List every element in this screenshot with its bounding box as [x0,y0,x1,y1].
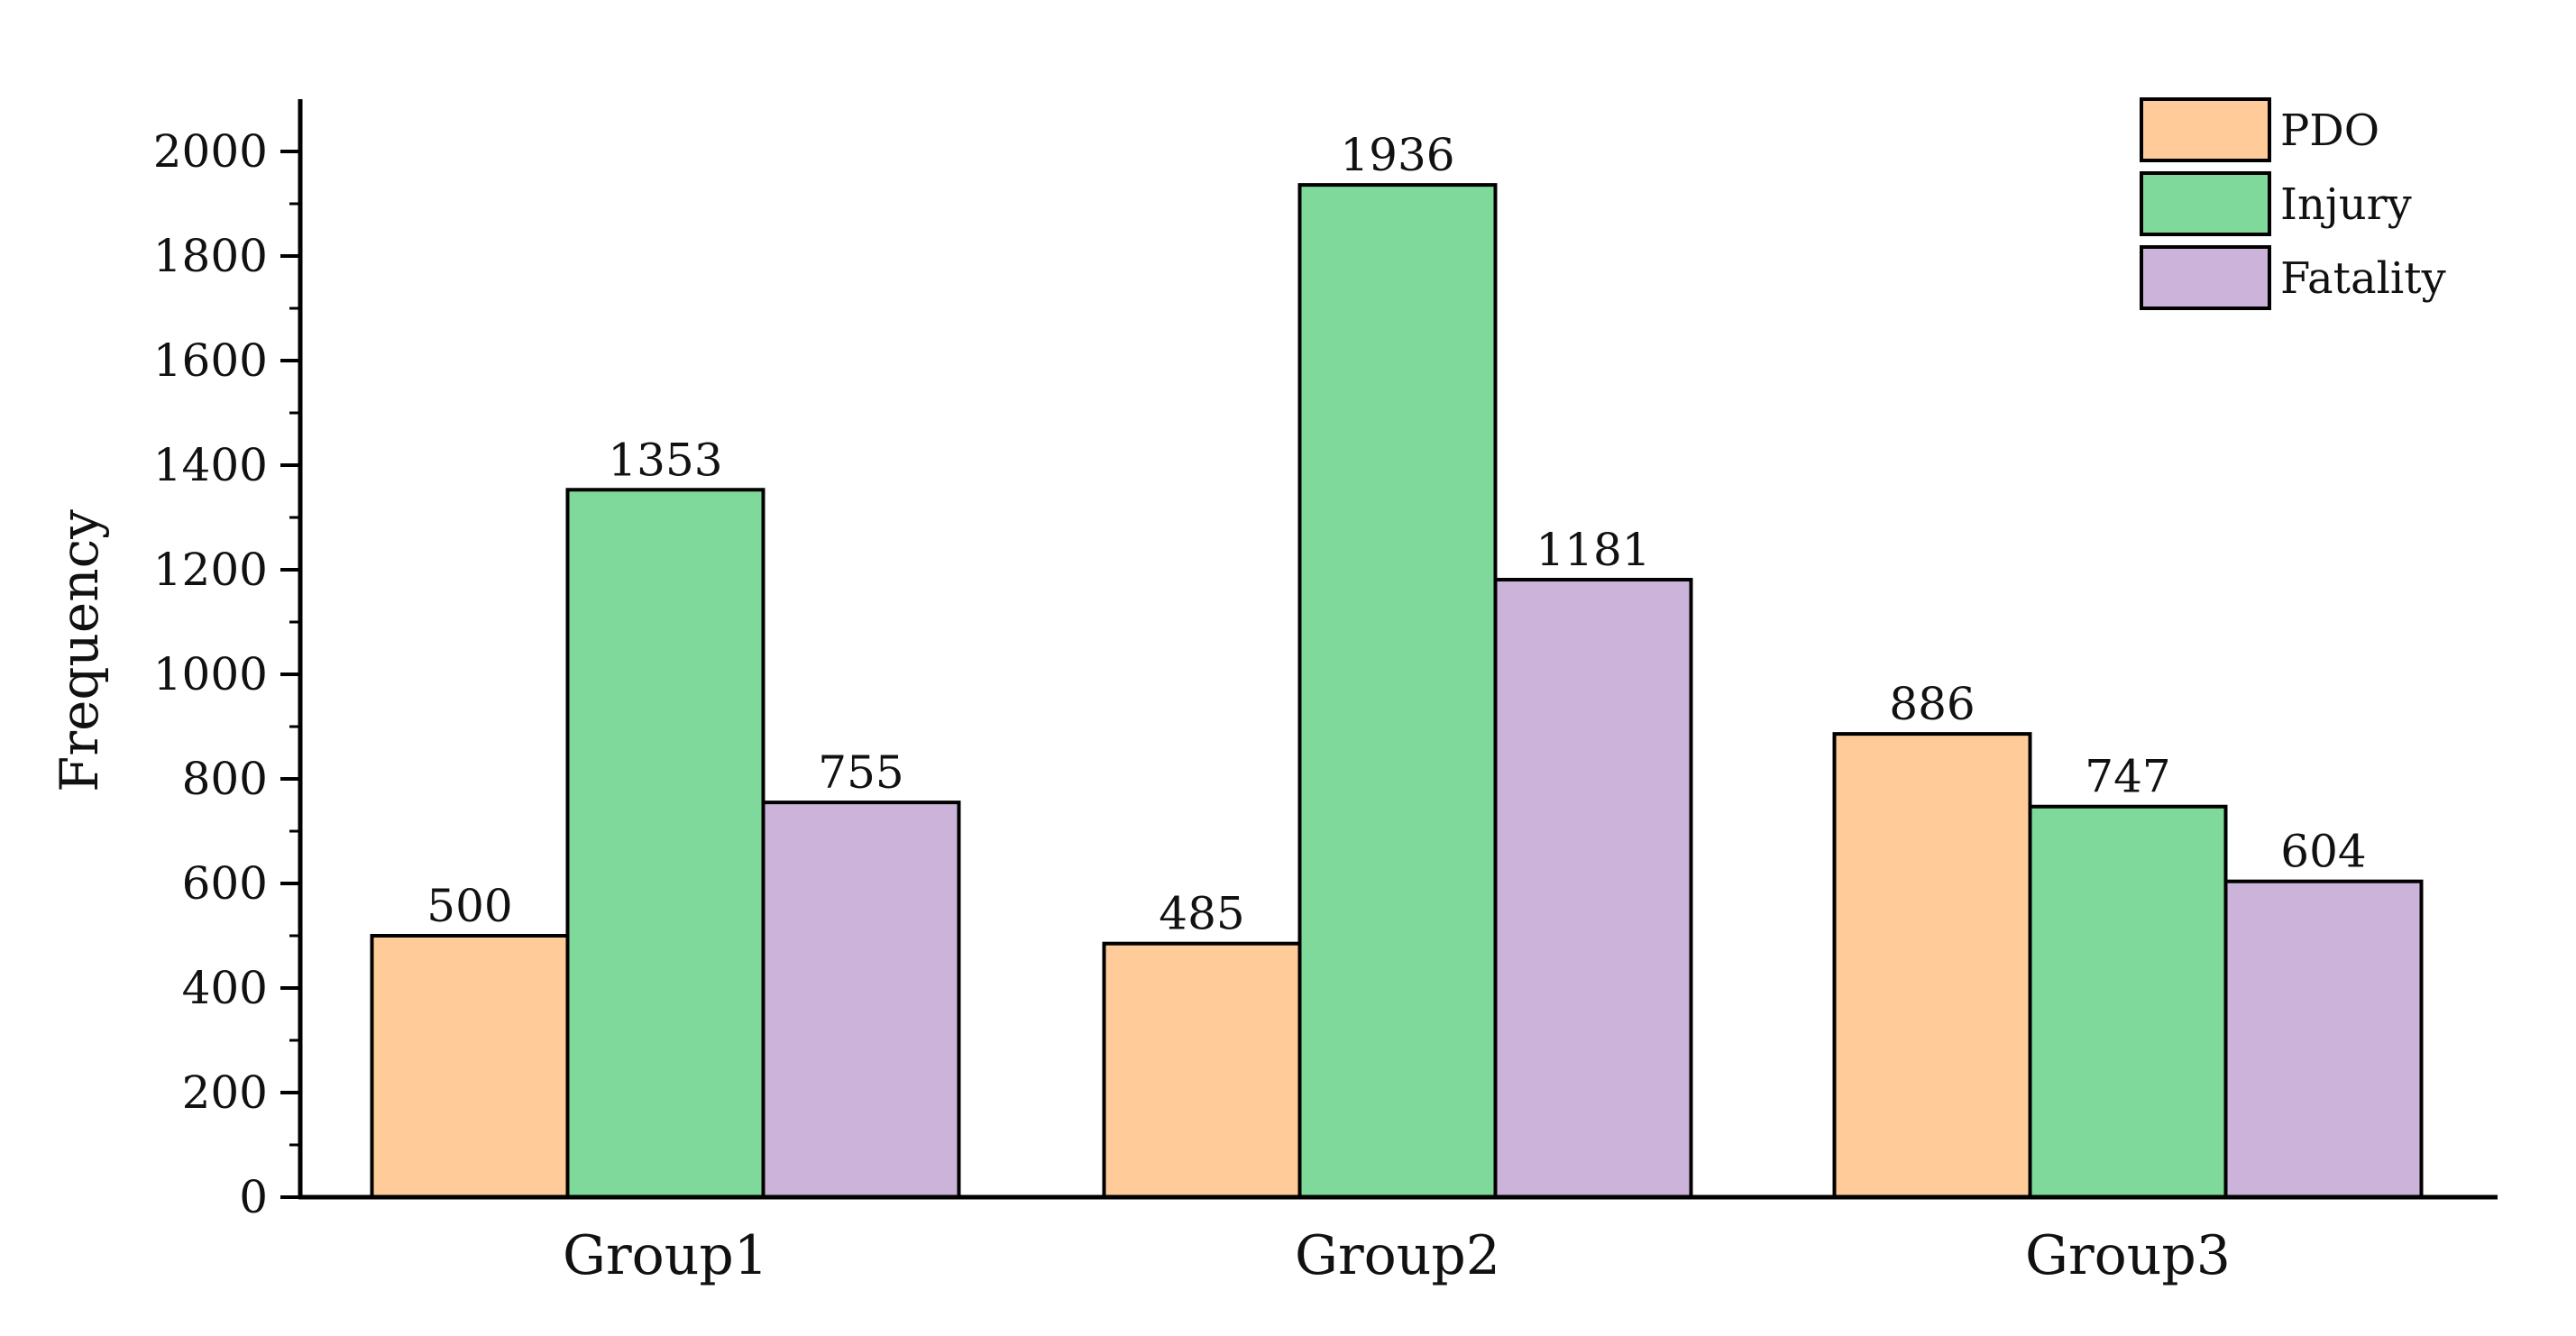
data-label-injury-group3: 747 [2085,751,2170,803]
y-tick-label: 1000 [153,648,268,700]
y-tick-label: 2000 [153,125,268,178]
y-tick-label: 400 [182,962,268,1014]
data-label-pdo-group1: 500 [426,880,512,932]
data-label-pdo-group3: 886 [1889,678,1975,730]
data-label-fatality-group2: 1181 [1536,524,1650,576]
y-tick-label: 1600 [153,334,268,387]
x-tick-label-group1: Group1 [563,1224,768,1287]
legend-swatch-pdo [2140,97,2271,162]
y-axis-title: Frequency [49,509,110,792]
data-labels-layer: 500 1353 755 485 1936 1181 886 747 604 [426,129,2366,940]
bar-fatality-group2 [1493,578,1693,1199]
y-tick-label: 1200 [153,544,268,596]
data-label-injury-group1: 1353 [608,434,722,486]
legend-label-pdo: PDO [2280,105,2379,156]
axes-layer: Group1 Group2 Group3 0 200 400 600 800 1000 1200 1… [153,99,2498,1287]
y-tick-label: 200 [182,1066,268,1119]
x-tick-label-group3: Group3 [2025,1224,2231,1287]
y-tick-label: 1800 [153,230,268,282]
legend-swatch-injury [2140,171,2271,236]
data-label-fatality-group3: 604 [2280,826,2366,878]
bar-pdo-group2 [1102,941,1302,1199]
y-tick-label: 600 [182,857,268,910]
bar-injury-group2 [1297,183,1498,1199]
data-label-fatality-group1: 755 [818,746,903,799]
y-tick-label: 800 [182,753,268,805]
bar-fatality-group3 [2223,879,2424,1199]
legend-swatch-fatality [2140,245,2271,310]
y-tick-label: 0 [239,1171,268,1223]
legend-label-fatality: Fatality [2280,253,2446,304]
x-tick-label-group2: Group2 [1295,1224,1500,1287]
bar-pdo-group3 [1832,732,2032,1199]
data-label-pdo-group2: 485 [1159,888,1244,940]
bar-injury-group1 [565,488,765,1199]
bar-fatality-group1 [761,801,961,1199]
legend: PDO Injury Fatality [2140,97,2446,310]
legend-label-injury: Injury [2280,179,2412,230]
y-tick-label: 1400 [153,439,268,491]
bar-pdo-group1 [370,934,570,1199]
bars-layer [370,183,2424,1199]
data-label-injury-group2: 1936 [1340,129,1454,181]
bar-injury-group3 [2028,804,2228,1199]
